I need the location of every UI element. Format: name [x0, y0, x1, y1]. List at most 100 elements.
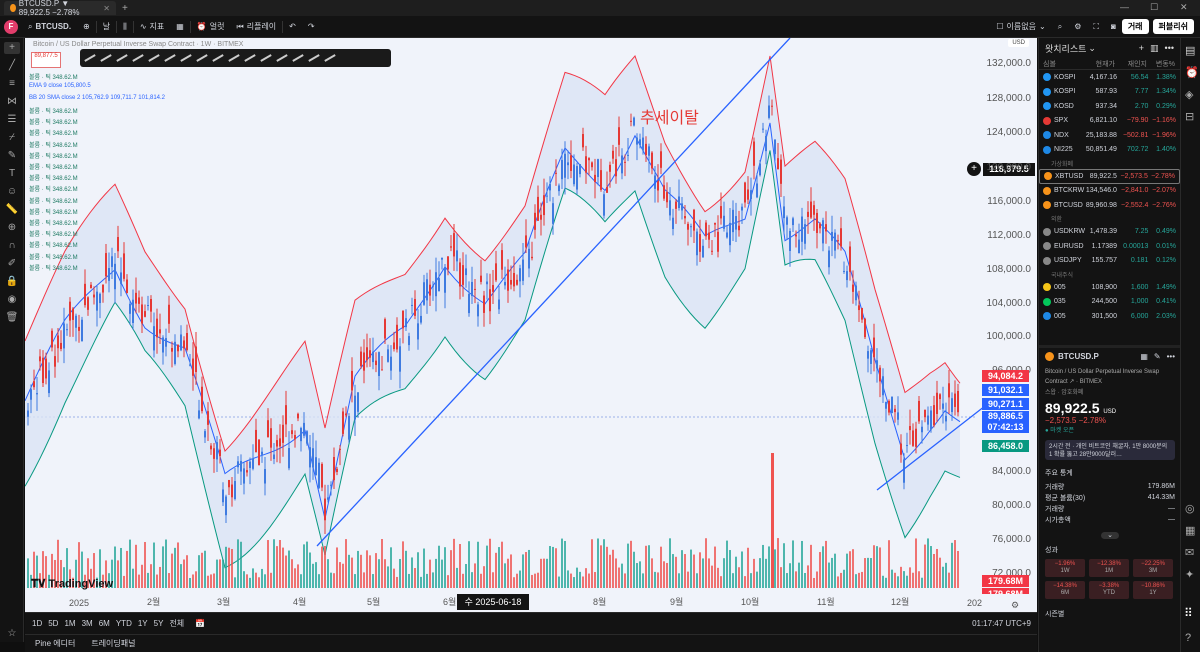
- trading-panel-tab[interactable]: 트레이딩패널: [91, 639, 136, 648]
- perf-cell[interactable]: −22.25% 3M: [1133, 559, 1173, 577]
- watchlist-row[interactable]: XBTUSD 89,922.5 −2,573.5 −2.78%: [1039, 169, 1180, 184]
- perf-cell[interactable]: −1.96% 1W: [1045, 559, 1085, 577]
- tab-btcusd[interactable]: BTCUSD.P ▼ 89,922.5 −2.78% ✕: [4, 0, 116, 17]
- watchlist-row[interactable]: 005 108,900 1,600 1.49%: [1039, 280, 1180, 295]
- expand-button[interactable]: ⌄: [1045, 529, 1175, 539]
- watchlist-row[interactable]: KOSD 937.34 2.70 0.29%: [1039, 99, 1180, 114]
- legend-volume[interactable]: 볼륨 · 틱 348.62.M: [29, 221, 78, 227]
- data-window-icon[interactable]: ⊟: [1185, 111, 1195, 123]
- trash-icon[interactable]: 🗑: [5, 312, 19, 323]
- add-symbol-icon[interactable]: +: [1138, 43, 1145, 53]
- redo-button[interactable]: ↷: [302, 16, 321, 38]
- watchlist-row[interactable]: EURUSD 1.17389 0.00013 0.01%: [1039, 239, 1180, 254]
- profile-avatar[interactable]: F: [4, 19, 18, 34]
- path-tool-icon[interactable]: [164, 54, 176, 62]
- chat-icon[interactable]: ✉: [1185, 547, 1195, 559]
- watchlist-row[interactable]: 035 244,500 1,000 0.41%: [1039, 295, 1180, 310]
- widget-icon[interactable]: ▥: [1150, 42, 1159, 53]
- emoji-icon[interactable]: ☺: [6, 186, 18, 197]
- range-tool-icon[interactable]: [276, 54, 288, 62]
- watchlist-row[interactable]: KOSPI 587.93 7.77 1.34%: [1039, 85, 1180, 100]
- legend-line[interactable]: BB 20 SMA close 2 105,762.9 109,711.7 10…: [29, 95, 165, 101]
- legend-volume[interactable]: 볼륨 · 틱 348.62.M: [29, 176, 78, 183]
- layout-name-button[interactable]: ☐ 이름없음 ⌄: [990, 16, 1051, 38]
- legend-line[interactable]: 볼륨 · 틱 348.62.M: [29, 75, 78, 81]
- range-3[interactable]: 3M: [81, 619, 93, 628]
- brush-icon[interactable]: ✎: [7, 150, 17, 161]
- pine-editor-tab[interactable]: Pine 에디터: [35, 639, 76, 648]
- indicators-button[interactable]: ∿ 지표: [134, 16, 170, 38]
- settings-button[interactable]: ⚙: [1068, 16, 1087, 38]
- watchlist-group[interactable]: 가상화폐: [1051, 161, 1074, 168]
- zigzag-tool-icon[interactable]: [180, 54, 192, 62]
- star-icon[interactable]: ☆: [7, 628, 17, 639]
- legend-volume[interactable]: 볼륨 · 틱 348.62.M: [29, 243, 78, 250]
- range-4[interactable]: 6M: [98, 619, 110, 628]
- legend-volume[interactable]: 볼륨 · 틱 348.62.M: [29, 198, 78, 205]
- crosshair-icon[interactable]: +: [4, 42, 20, 54]
- wave-tool-icon[interactable]: [196, 54, 208, 62]
- curve-tool-icon[interactable]: [324, 54, 336, 62]
- close-icon[interactable]: ✕: [103, 3, 110, 13]
- lock-icon[interactable]: 🔒: [5, 276, 19, 287]
- trendline-recent[interactable]: [876, 405, 986, 491]
- channel-tool-icon[interactable]: [116, 54, 128, 62]
- alarm-icon[interactable]: ⏰: [1185, 67, 1199, 79]
- fullscreen-button[interactable]: ⛶: [1087, 16, 1105, 38]
- perf-cell[interactable]: −3.38% YTD: [1089, 581, 1129, 599]
- col-change[interactable]: 재인지: [1127, 60, 1147, 68]
- legend-volume[interactable]: 볼륨 · 틱 348.62.M: [29, 153, 78, 160]
- alerts-button[interactable]: ⏰ 얼럿: [191, 16, 231, 38]
- snapshot-button[interactable]: ◙: [1105, 16, 1122, 38]
- trendline-icon[interactable]: ╱: [8, 60, 16, 71]
- calendar-icon[interactable]: ▦: [1185, 525, 1196, 537]
- watchlist-row[interactable]: SPX 6,821.10 −79.90 −1.16%: [1039, 114, 1180, 129]
- new-tab-button[interactable]: +: [122, 2, 128, 14]
- bulb-icon[interactable]: ✦: [1185, 569, 1195, 581]
- watchlist-group[interactable]: 국내주식: [1051, 272, 1074, 279]
- pencil-lock-icon[interactable]: ✐: [7, 258, 17, 269]
- col-pct[interactable]: 변동%: [1155, 60, 1175, 68]
- more-icon[interactable]: •••: [1166, 352, 1175, 361]
- ray-tool-icon[interactable]: [100, 54, 112, 62]
- brush-tool-icon[interactable]: [292, 54, 304, 62]
- watchlist-title[interactable]: 왓치리스트: [1045, 43, 1087, 54]
- symbol-search[interactable]: ⌕ BTCUSD.: [22, 16, 77, 38]
- layouts-button[interactable]: ▦: [170, 16, 190, 38]
- currency-select[interactable]: USD: [1008, 39, 1029, 47]
- arrow-tool-icon[interactable]: [228, 54, 240, 62]
- text-tool-icon[interactable]: [260, 54, 272, 62]
- legend-volume[interactable]: 볼륨 · 틱 348.62.M: [29, 109, 78, 115]
- compare-button[interactable]: ⊕: [77, 16, 96, 38]
- rectangle-tool-icon[interactable]: [308, 54, 320, 62]
- text-icon[interactable]: T: [8, 168, 16, 179]
- chart-type-button[interactable]: ⫼: [117, 16, 133, 38]
- watchlist-group[interactable]: 외환: [1051, 217, 1063, 223]
- add-alert-icon[interactable]: +: [967, 162, 981, 176]
- perf-cell[interactable]: −12.38% 1M: [1089, 559, 1129, 577]
- grid-icon[interactable]: ▦: [1140, 352, 1148, 361]
- magnet-icon[interactable]: ∩: [8, 240, 16, 251]
- publish-button[interactable]: 퍼블리쉬: [1152, 19, 1194, 34]
- undo-button[interactable]: ↶: [283, 16, 302, 38]
- ruler-icon[interactable]: 📏: [5, 204, 19, 215]
- date-range-icon[interactable]: 📅: [195, 619, 206, 628]
- trade-button[interactable]: 거래: [1121, 19, 1149, 34]
- range-2[interactable]: 1M: [64, 619, 76, 628]
- range-7[interactable]: 5Y: [153, 619, 164, 628]
- maximize-button[interactable]: ☐: [1150, 2, 1159, 12]
- legend-volume[interactable]: 볼륨 · 틱 348.62.M: [29, 120, 78, 127]
- details-symbol[interactable]: BTCUSD.P: [1058, 352, 1099, 361]
- watchlist-row[interactable]: USDKRW 1,478.39 7.25 0.49%: [1039, 225, 1180, 240]
- perf-cell[interactable]: −14.38% 6M: [1045, 581, 1085, 599]
- window-close-button[interactable]: ✕: [1180, 2, 1188, 12]
- projection-icon[interactable]: ⌿: [9, 132, 15, 143]
- layers-icon[interactable]: ◈: [1185, 89, 1194, 101]
- measure-tool-icon[interactable]: [244, 54, 256, 62]
- zoom-icon[interactable]: ⊕: [7, 222, 17, 233]
- legend-volume[interactable]: 볼륨 · 틱 348.62.M: [29, 265, 78, 272]
- trendline-up[interactable]: [316, 38, 791, 547]
- ohlc-box[interactable]: 89,877.5: [31, 52, 61, 68]
- search-button[interactable]: ⌕: [1052, 16, 1068, 38]
- legend-volume[interactable]: 볼륨 · 틱 348.62.M: [29, 187, 78, 194]
